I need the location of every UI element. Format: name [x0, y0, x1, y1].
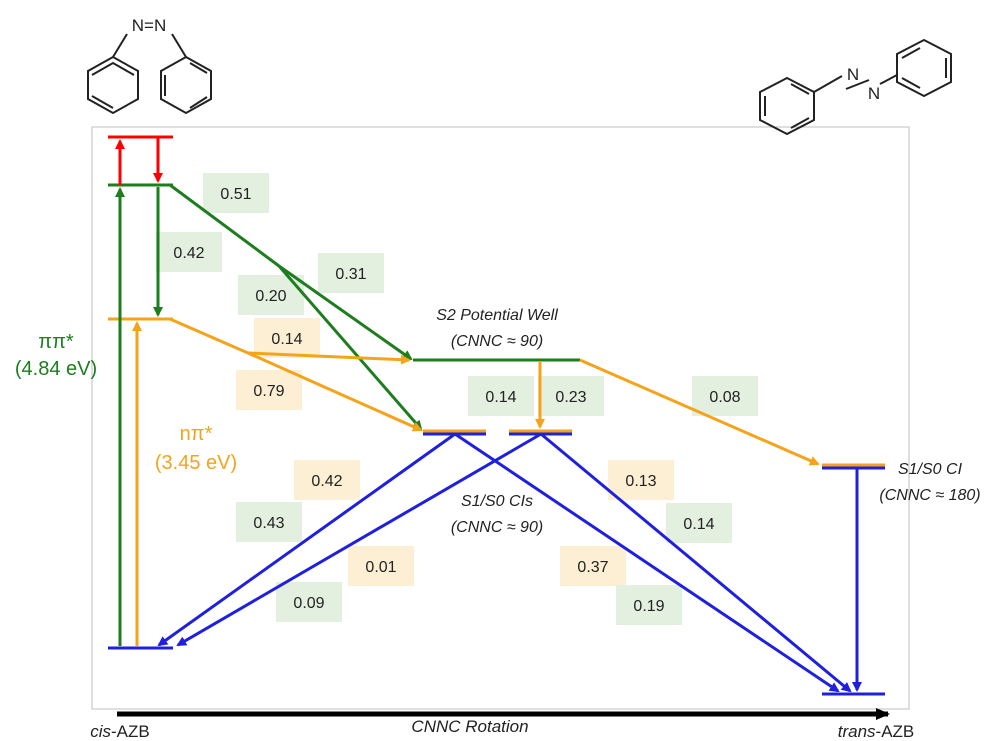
trans-azobenzene-structure	[759, 38, 952, 136]
ratio-009: 0.09	[293, 595, 324, 612]
axis-center-label: CNNC Rotation	[411, 717, 528, 736]
plot-frame	[91, 126, 910, 710]
ratio-box-037	[560, 546, 626, 586]
ratio-013: 0.13	[625, 473, 656, 490]
ratio-019: 0.19	[633, 598, 664, 615]
ci90-angle: (CNNC ≈ 90)	[451, 519, 543, 536]
ratio-031: 0.31	[335, 266, 366, 283]
ratio-box-019	[616, 585, 682, 625]
ratio-043: 0.43	[253, 515, 284, 532]
ratio-001: 0.01	[365, 559, 396, 576]
npi-state-name: nπ*	[180, 423, 213, 445]
ratio-014-orange: 0.14	[271, 331, 302, 348]
ratio-051: 0.51	[220, 186, 251, 203]
ratio-037: 0.37	[577, 559, 608, 576]
arrow-blue-ci90-left-to-cis	[157, 432, 456, 647]
ci90-title: S1/S0 CIs	[461, 493, 533, 510]
ratio-079: 0.79	[253, 383, 284, 400]
ci180-angle: (CNNC ≈ 180)	[879, 487, 980, 504]
arrow-blue-ci90-right-to-cis	[176, 432, 542, 647]
ratio-023: 0.23	[555, 389, 586, 406]
trans-azo-n2: N	[868, 84, 880, 103]
cis-azobenzene-structure	[87, 33, 212, 115]
arrow-blue-ci90-right-to-trans	[540, 432, 852, 693]
ratio-label-boxes	[156, 173, 758, 625]
cis-azo-atoms: N=N	[132, 16, 166, 35]
ratio-042-orange: 0.42	[311, 473, 342, 490]
ratio-box-014-orange	[254, 318, 320, 358]
ratio-box-043	[236, 502, 302, 542]
s2-well-angle: (CNNC ≈ 90)	[451, 333, 543, 350]
ratio-box-014-blue	[666, 503, 732, 543]
ratio-014-green: 0.14	[485, 389, 516, 406]
arrow-orange-well-to-ci180	[579, 358, 820, 466]
transition-arrows	[115, 137, 862, 693]
ratio-box-031	[318, 253, 384, 293]
axis-right-label: trans-AZB	[838, 722, 915, 741]
s2-well-title: S2 Potential Well	[436, 307, 558, 324]
ratio-box-023	[538, 376, 604, 416]
ratio-box-042-green	[156, 232, 222, 272]
ratio-box-013	[608, 460, 674, 500]
pipi-state-name: ππ*	[38, 331, 74, 353]
arrow-orange-to-s2-well	[247, 351, 411, 365]
arrow-blue-ci90-left-to-trans	[454, 432, 840, 693]
ratio-020: 0.20	[255, 288, 286, 305]
ratio-014-blue: 0.14	[683, 516, 714, 533]
ratio-box-051	[203, 173, 269, 213]
ratio-008: 0.08	[709, 389, 740, 406]
ratio-box-014-green	[468, 376, 534, 416]
ratio-box-008	[692, 376, 758, 416]
ratio-box-009	[276, 582, 342, 622]
axis-left-label: cis-AZB	[90, 722, 150, 741]
ratio-box-001	[348, 546, 414, 586]
ratio-labels: 0.51 0.42 0.31 0.20 0.14 0.79 0.14 0.23 …	[173, 186, 740, 615]
ratio-042-green: 0.42	[173, 245, 204, 262]
npi-state-energy: (3.45 eV)	[155, 452, 237, 474]
arrow-green-to-ci90	[277, 265, 423, 431]
trans-azo-n1: N	[847, 65, 859, 84]
ratio-box-079	[236, 370, 302, 410]
ratio-box-042-orange	[294, 460, 360, 500]
pipi-state-energy: (4.84 eV)	[15, 358, 97, 380]
ci180-title: S1/S0 CI	[898, 461, 963, 478]
